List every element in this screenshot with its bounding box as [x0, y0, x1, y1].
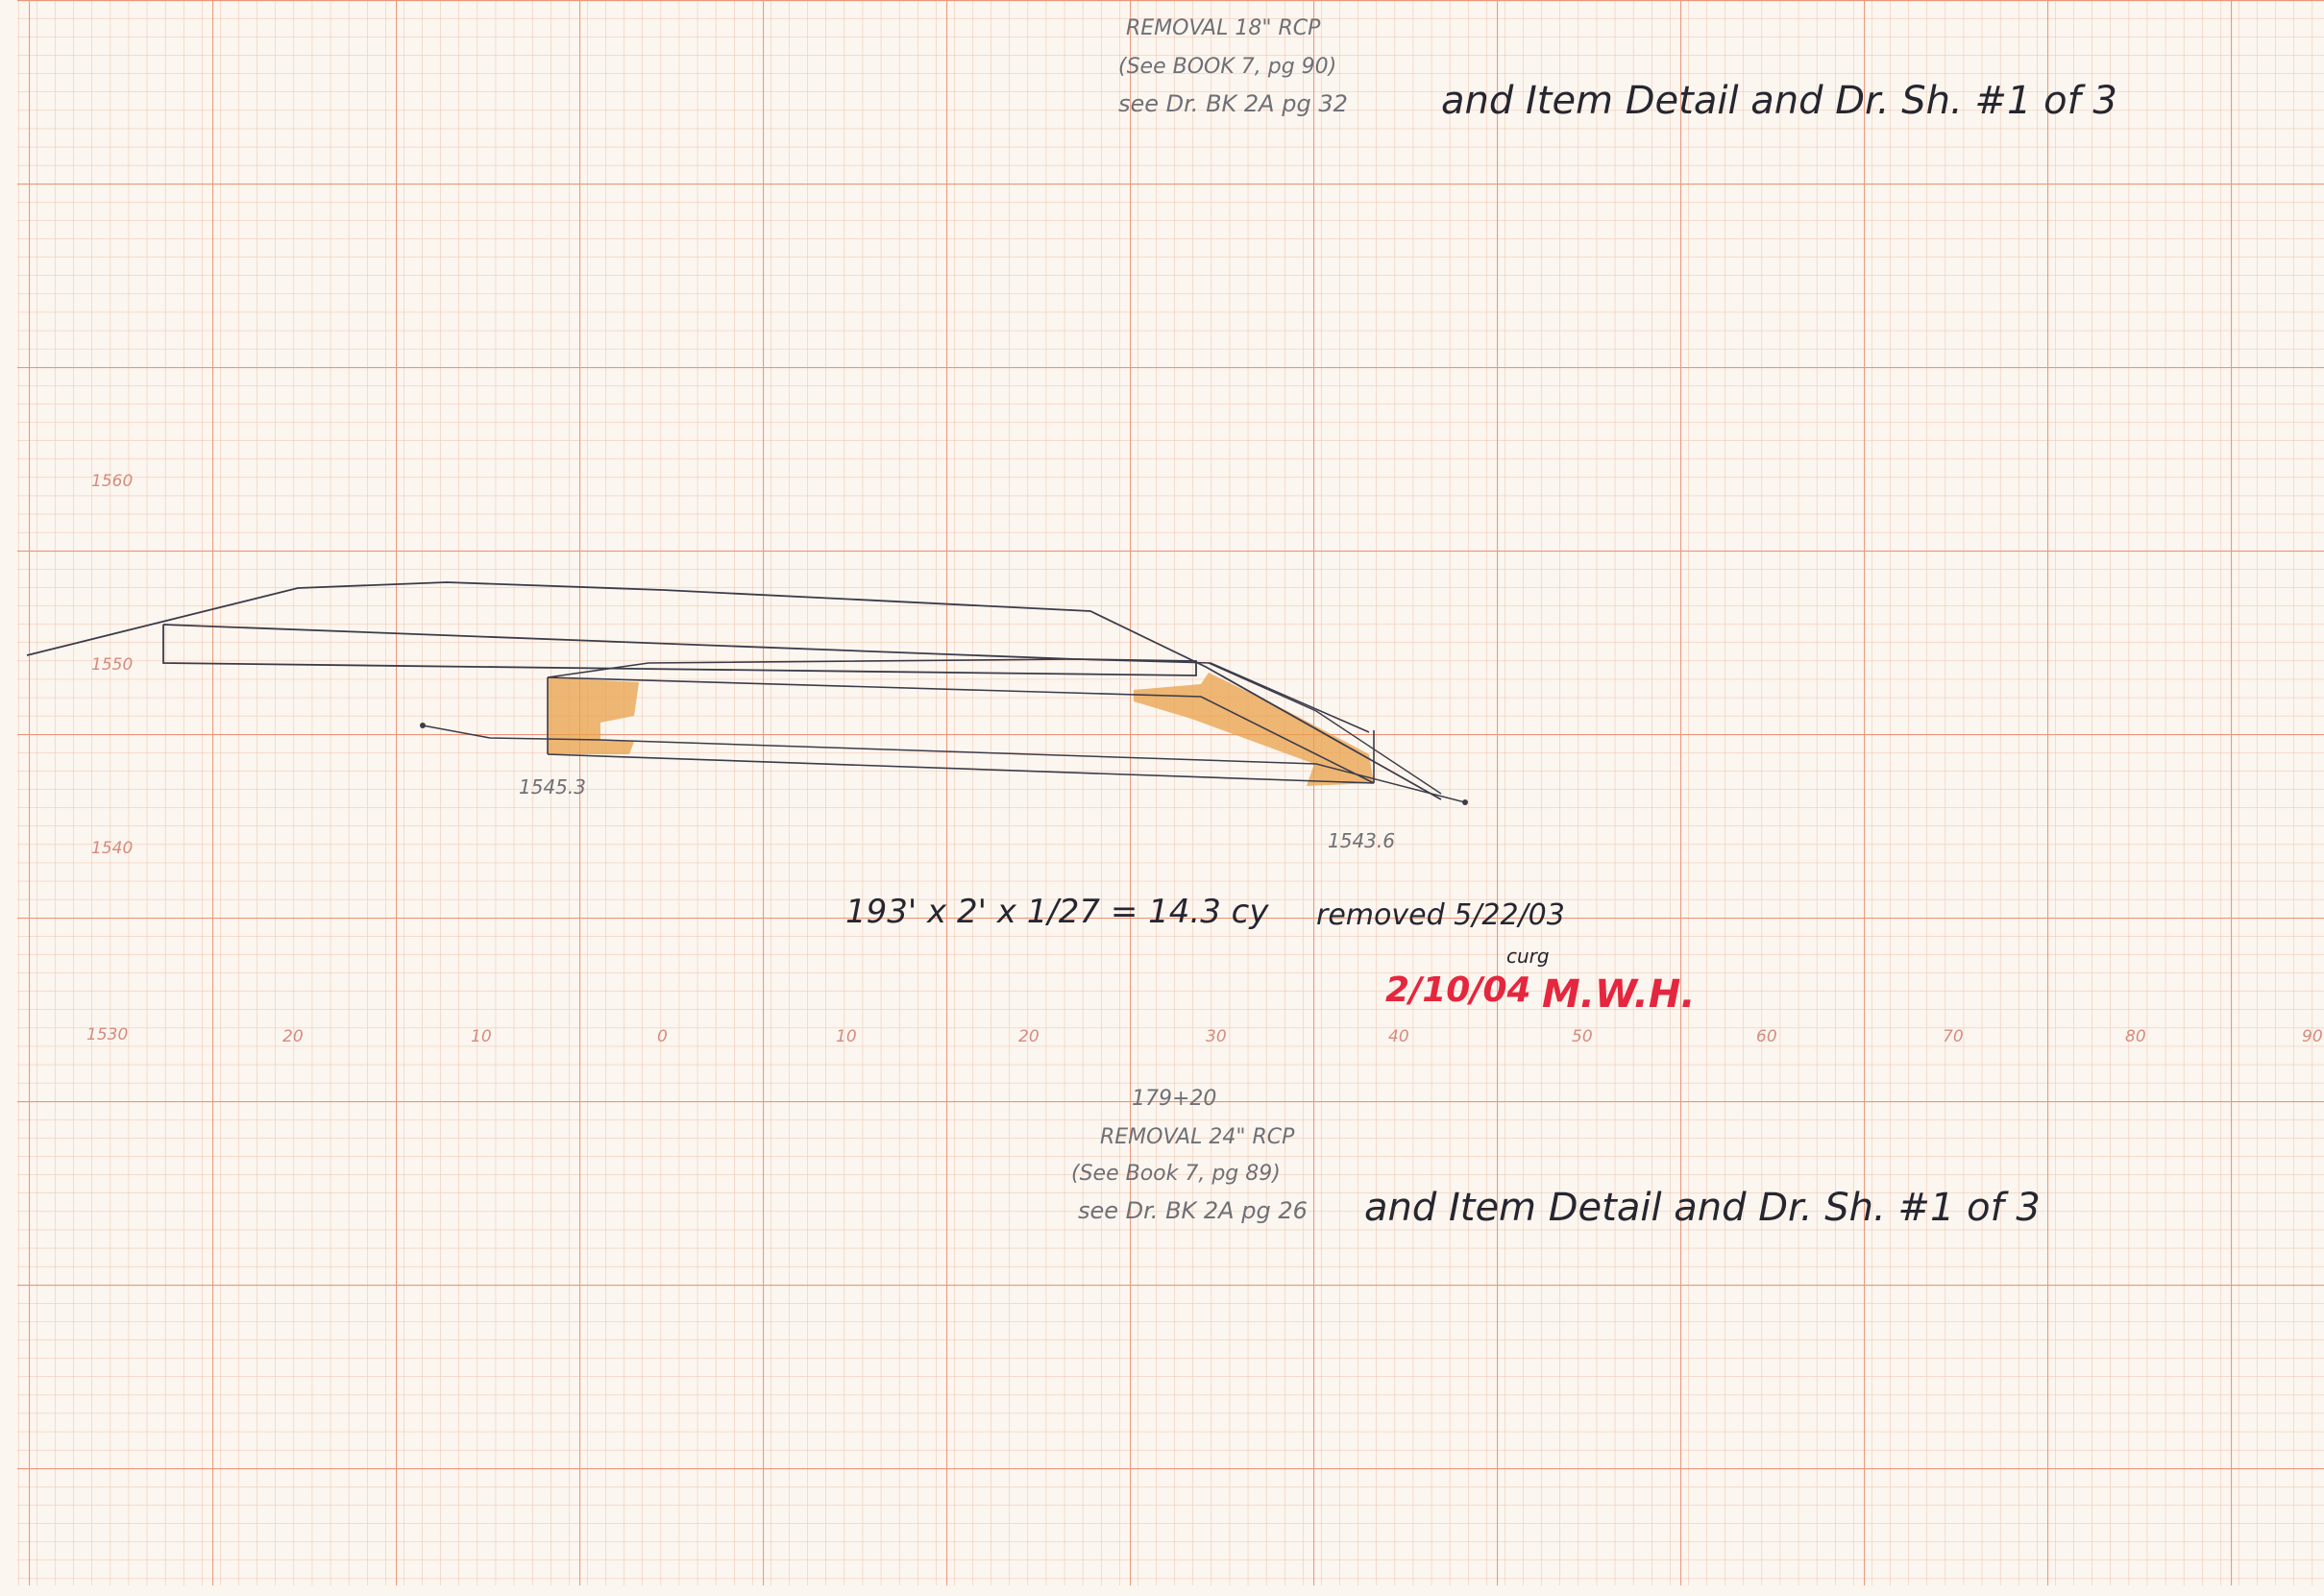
endpoint-dot [1462, 799, 1468, 805]
y-axis-labels: 1560 1550 1540 1530 [86, 472, 133, 1044]
ground-profile-line [26, 581, 1442, 800]
red-initials: M.W.H. [1542, 972, 1696, 1017]
bottom-note: 179+20 REMOVAL 24" RCP (See Book 7, pg 8… [1071, 1087, 2041, 1230]
y-label-1530: 1530 [86, 1025, 128, 1044]
top-note: REMOVAL 18" RCP (See BOOK 7, pg 90) see … [1118, 16, 2117, 123]
trench-line-3 [422, 724, 1466, 803]
slope-line-right [1208, 662, 1442, 795]
major-grid [17, 0, 2324, 1585]
bottom-note-line3: see Dr. BK 2A pg 26 [1078, 1197, 1308, 1224]
x-axis-labels: 20 10 0 10 20 30 40 50 60 70 80 90 [282, 1027, 2323, 1046]
shaded-area-right [1134, 673, 1374, 786]
top-note-line3: see Dr. BK 2A pg 32 [1118, 90, 1348, 117]
endpoint-dot [420, 723, 426, 728]
x-label: 90 [2302, 1027, 2323, 1046]
x-label: 50 [1572, 1027, 1593, 1046]
top-note-detail: and Item Detail and Dr. Sh. #1 of 3 [1441, 79, 2117, 123]
x-label: 10 [471, 1027, 492, 1046]
y-label-1560: 1560 [91, 472, 133, 491]
x-label: 0 [657, 1027, 668, 1046]
x-label: 10 [836, 1027, 857, 1046]
x-label: 20 [1018, 1027, 1040, 1046]
pipe-top-line [547, 658, 1370, 733]
trench-line-2 [547, 753, 1375, 784]
bottom-note-line2: (See Book 7, pg 89) [1071, 1162, 1281, 1186]
cross-section-drawing [26, 581, 1468, 805]
shaded-area-left [548, 677, 639, 754]
x-label: 40 [1388, 1027, 1409, 1046]
x-label: 20 [282, 1027, 304, 1046]
bottom-note-line1: REMOVAL 24" RCP [1100, 1125, 1295, 1149]
removed-date: removed 5/22/03 [1316, 898, 1565, 932]
top-note-line2: (See BOOK 7, pg 90) [1118, 55, 1336, 79]
right-invert-elevation: 1543.6 [1328, 829, 1395, 852]
bottom-note-station: 179+20 [1132, 1087, 1216, 1111]
x-label: 80 [2125, 1027, 2146, 1046]
y-label-1550: 1550 [91, 655, 133, 675]
left-invert-elevation: 1545.3 [519, 775, 586, 798]
trench-line-1 [547, 676, 1375, 784]
curg-note: curg [1506, 945, 1550, 968]
x-label: 60 [1756, 1027, 1777, 1046]
top-note-line1: REMOVAL 18" RCP [1126, 16, 1321, 40]
x-label: 70 [1943, 1027, 1964, 1046]
volume-calculation: 193' x 2' x 1/27 = 14.3 cy [845, 893, 1269, 931]
x-label: 30 [1206, 1027, 1227, 1046]
red-date-stamp: 2/10/04 [1385, 970, 1531, 1010]
pipe-outline-upper [162, 624, 1197, 676]
y-label-1540: 1540 [91, 839, 133, 858]
bottom-note-detail: and Item Detail and Dr. Sh. #1 of 3 [1364, 1186, 2041, 1230]
